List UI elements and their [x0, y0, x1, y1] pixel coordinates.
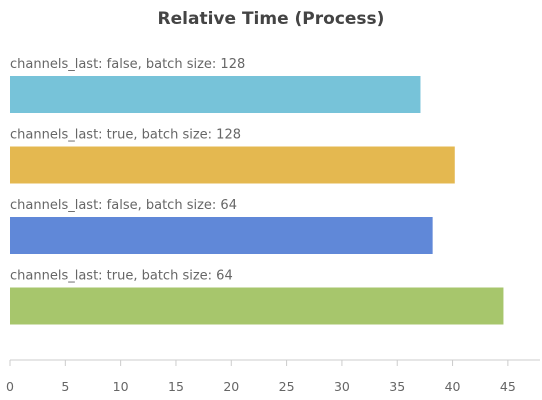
bars-group: channels_last: false, batch size: 128 cha… [10, 57, 504, 325]
bar-label: channels_last: false, batch size: 128 [10, 57, 245, 72]
x-axis: 0 5 10 15 20 25 30 35 40 45 [6, 359, 540, 394]
bar-label: channels_last: false, batch size: 64 [10, 198, 237, 213]
x-tick-label: 25 [279, 379, 295, 394]
x-tick-label: 5 [61, 379, 69, 394]
x-tick-label: 35 [389, 379, 405, 394]
bar-label: channels_last: true, batch size: 64 [10, 269, 233, 284]
x-tick-label: 0 [6, 379, 14, 394]
bar [10, 146, 455, 184]
x-tick-label: 10 [113, 379, 129, 394]
x-tick-label: 45 [500, 379, 516, 394]
bar [10, 287, 504, 325]
x-tick-label: 40 [445, 379, 461, 394]
bar [10, 217, 433, 254]
chart-title: Relative Time (Process) [158, 9, 385, 29]
bar-label: channels_last: true, batch size: 128 [10, 128, 241, 143]
x-tick-label: 15 [168, 379, 184, 394]
x-tick-label: 20 [223, 379, 239, 394]
bar [10, 76, 421, 113]
x-tick-label: 30 [334, 379, 350, 394]
